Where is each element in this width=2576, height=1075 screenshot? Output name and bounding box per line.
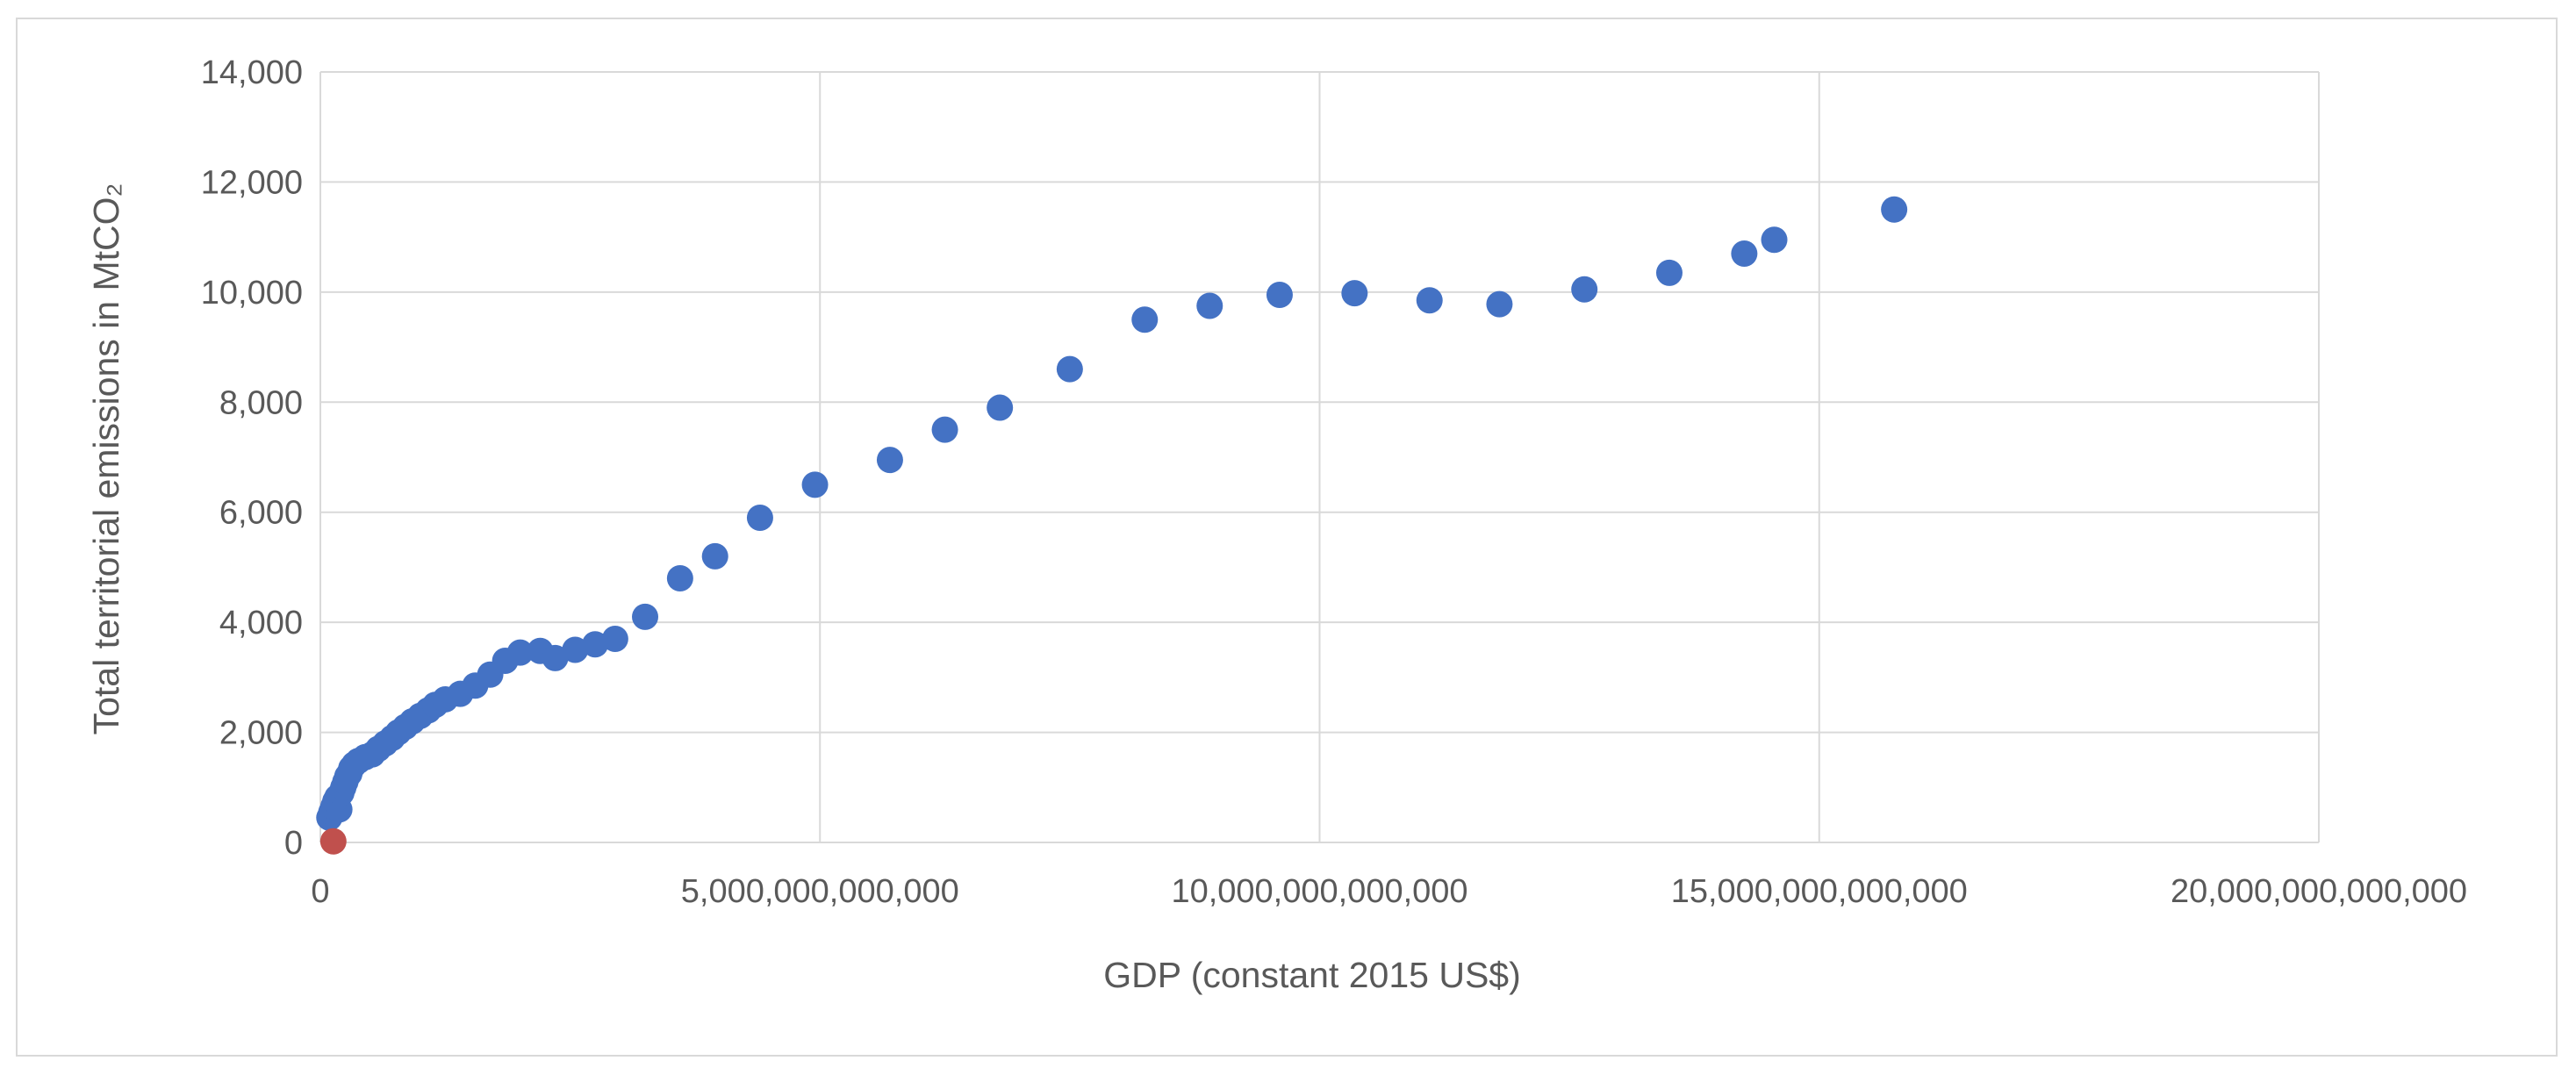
data-point xyxy=(1416,287,1443,314)
data-point xyxy=(1881,196,1908,223)
chart-frame xyxy=(16,18,2558,1057)
data-point xyxy=(562,636,589,663)
data-point xyxy=(801,471,829,498)
y-tick-label: 2,000 xyxy=(219,715,303,752)
data-point xyxy=(1056,355,1083,383)
data-point xyxy=(1266,281,1293,308)
data-point xyxy=(319,828,347,855)
data-point xyxy=(1486,290,1513,318)
data-point xyxy=(1131,306,1159,333)
data-point xyxy=(931,416,958,443)
x-tick-label: 5,000,000,000,000 xyxy=(681,873,959,910)
data-point xyxy=(746,504,773,531)
data-point xyxy=(876,447,903,474)
x-tick-label: 20,000,000,000,000 xyxy=(2171,873,2467,910)
data-point xyxy=(701,542,728,570)
data-point xyxy=(1571,276,1598,303)
y-tick-label: 0 xyxy=(284,825,303,862)
data-point xyxy=(987,394,1014,421)
data-point xyxy=(666,564,693,591)
data-point xyxy=(1761,226,1788,254)
data-point xyxy=(1655,259,1683,286)
data-point xyxy=(582,631,609,658)
axes xyxy=(319,72,2319,843)
data-point xyxy=(1196,292,1223,319)
y-tick-label: 14,000 xyxy=(201,54,303,91)
y-axis-title: Total territorial emissions in MtCO₂ xyxy=(86,183,126,735)
y-tick-label: 6,000 xyxy=(219,495,303,532)
y-tick-label: 8,000 xyxy=(219,384,303,421)
x-axis-tick-labels: 0 5,000,000,000,000 10,000,000,000,000 15,0… xyxy=(311,873,2467,910)
data-point xyxy=(542,644,569,671)
y-axis-tick-labels: 0 2,000 4,000 6,000 8,000 10,000 12,000 14,000 xyxy=(201,54,303,862)
data-point xyxy=(601,625,628,652)
gridlines xyxy=(320,71,2320,842)
data-points xyxy=(316,196,1908,855)
y-tick-label: 12,000 xyxy=(201,164,303,201)
data-point xyxy=(1731,240,1758,267)
y-tick-label: 10,000 xyxy=(201,275,303,312)
x-axis-title: GDP (constant 2015 US$) xyxy=(1103,955,1521,995)
data-point xyxy=(632,603,659,630)
x-tick-label: 0 xyxy=(311,873,329,910)
data-point xyxy=(506,639,534,666)
y-tick-label: 4,000 xyxy=(219,605,303,641)
data-point xyxy=(1341,280,1368,307)
x-tick-label: 15,000,000,000,000 xyxy=(1671,873,1968,910)
x-tick-label: 10,000,000,000,000 xyxy=(1171,873,1467,910)
